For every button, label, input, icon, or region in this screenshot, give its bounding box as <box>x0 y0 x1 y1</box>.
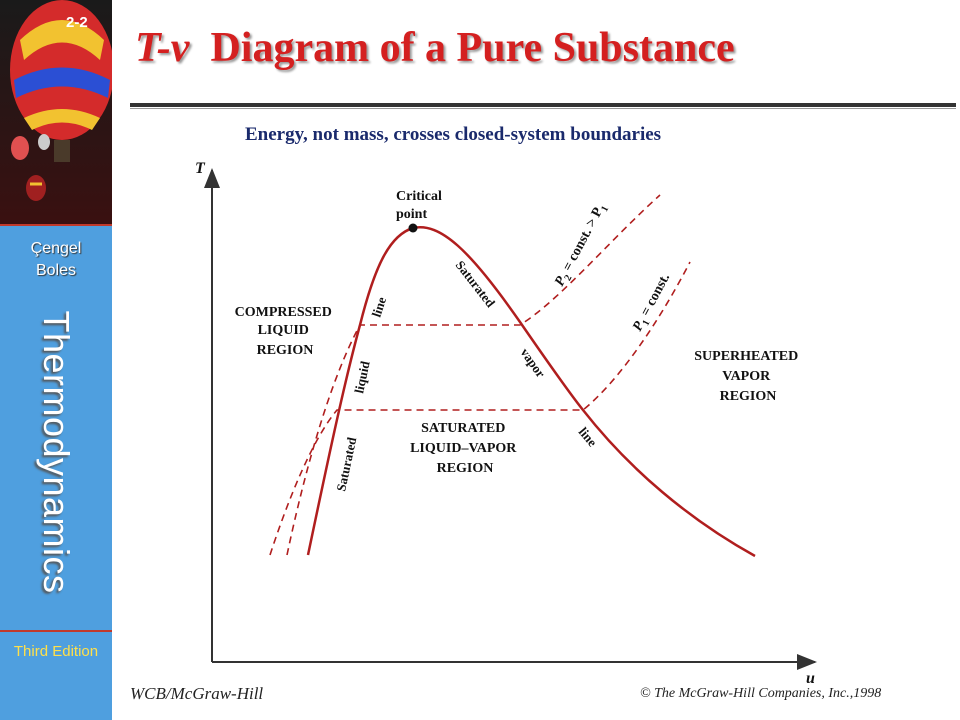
slide-title: T-v Diagram of a Pure Substance <box>135 24 735 72</box>
author-name-2: Boles <box>35 262 77 279</box>
edition-label: Third Edition <box>13 643 99 660</box>
sidebar: 2-2 Çengel Boles Thermodynamics Third Ed… <box>0 0 112 720</box>
sat-vapor-word-vapor: vapor <box>518 345 549 380</box>
critical-point-marker <box>408 223 418 233</box>
saturated-mixture-label: SATURATED LIQUID–VAPOR REGION <box>410 421 520 476</box>
isobar-p1 <box>269 261 691 556</box>
sidebar-divider-top <box>0 224 112 226</box>
publisher-label: WCB/McGraw-Hill <box>130 684 264 703</box>
x-axis-label: u <box>806 670 815 687</box>
saturation-dome <box>306 225 756 558</box>
slide-subtitle: Energy, not mass, crosses closed-system … <box>245 124 662 145</box>
slide-title-main: Diagram of a Pure Substance <box>210 25 735 71</box>
critical-point-label: Critical point <box>396 189 445 222</box>
sat-liquid-word-saturated: Saturated <box>333 435 359 493</box>
copyright-label: © The McGraw-Hill Companies, Inc.,1998 <box>640 686 882 701</box>
title-rule <box>130 103 956 107</box>
slide-number: 2-2 <box>66 14 88 31</box>
superheated-vapor-label: SUPERHEATED VAPOR REGION <box>694 349 801 404</box>
isobar-p2-label: P2 = const. > P1 <box>552 201 611 290</box>
y-axis-label: T <box>195 160 206 177</box>
author-name-1: Çengel <box>30 240 82 257</box>
sat-liquid-word-liquid: liquid <box>351 359 373 395</box>
title-rule-thin <box>130 108 956 109</box>
hot-air-balloon-image <box>0 0 112 225</box>
sidebar-divider-bottom <box>0 630 112 632</box>
slide-title-italic: T-v <box>135 25 190 71</box>
isobar-p2 <box>286 194 661 556</box>
sat-liquid-word-line: line <box>369 295 390 319</box>
compressed-liquid-label: COMPRESSED LIQUID REGION <box>235 305 336 358</box>
